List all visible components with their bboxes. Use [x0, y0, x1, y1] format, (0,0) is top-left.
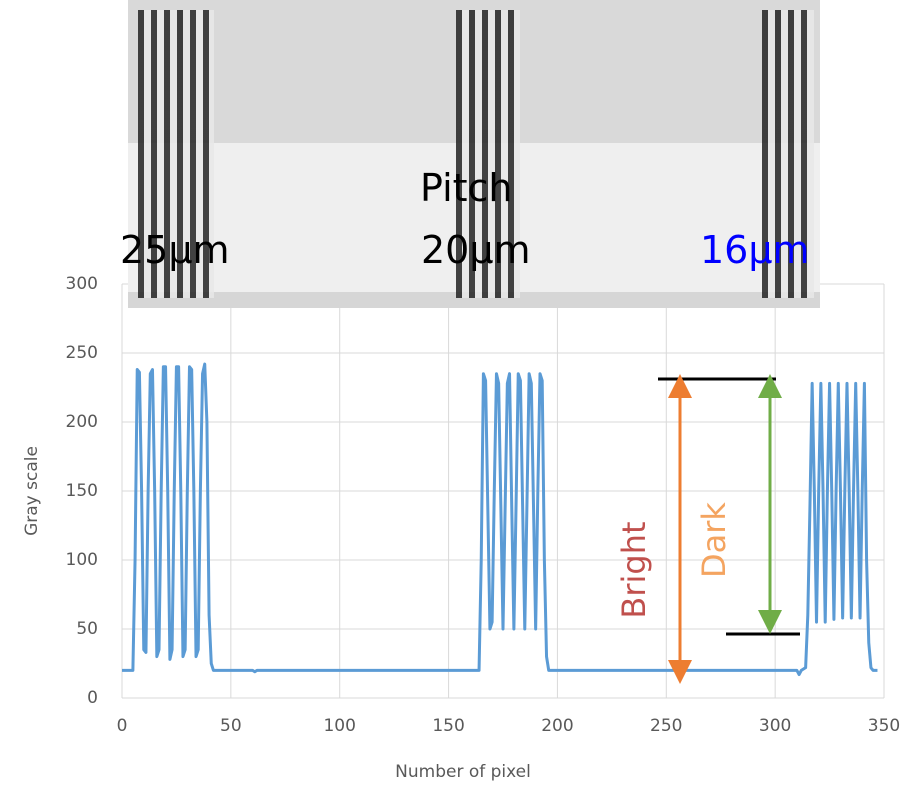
x-tick-label: 250 — [650, 716, 682, 736]
pitch-value: 25µm — [120, 228, 230, 272]
pitch-label: Pitch — [420, 166, 513, 210]
stripes — [456, 10, 520, 298]
x-tick-label: 0 — [117, 716, 128, 736]
y-tick-label: 200 — [66, 412, 98, 432]
stripes — [762, 10, 814, 298]
y-tick-label: 250 — [66, 343, 98, 363]
x-tick-label: 300 — [759, 716, 791, 736]
pitch-value: 20µm — [421, 228, 531, 272]
y-tick-label: 50 — [76, 619, 98, 639]
x-tick-label: 200 — [541, 716, 573, 736]
data-line — [122, 362, 878, 677]
y-tick-label: 150 — [66, 481, 98, 501]
x-tick-label: 350 — [868, 716, 900, 736]
x-tick-label: 100 — [323, 716, 355, 736]
image-overlay: Pitch 25µm 20µm 16µm — [120, 0, 820, 308]
pitch-value: 16µm — [700, 228, 810, 272]
y-tick-label: 100 — [66, 550, 98, 570]
y-axis-label: Gray scale — [22, 446, 42, 536]
y-tick-label: 300 — [66, 274, 98, 294]
stripes — [138, 10, 214, 298]
x-tick-label: 50 — [220, 716, 242, 736]
x-tick-label: 150 — [432, 716, 464, 736]
y-tick-label: 0 — [87, 688, 98, 708]
x-axis-label: Number of pixel — [395, 762, 531, 782]
